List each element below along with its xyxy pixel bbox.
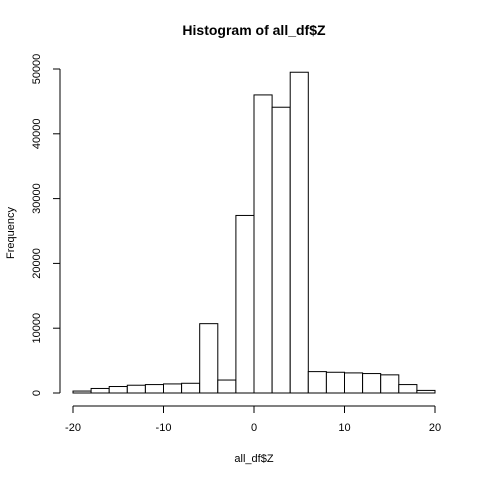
histogram-bar xyxy=(253,94,273,394)
y-axis: 0 10000 20000 30000 40000 50000 xyxy=(31,54,61,396)
x-axis: -20 -10 0 10 20 xyxy=(65,405,441,434)
histogram-bar xyxy=(380,374,400,394)
histogram-bar xyxy=(307,371,327,394)
y-tick-label: 50000 xyxy=(31,54,43,85)
y-tick-label: 20000 xyxy=(31,248,43,279)
histogram-bar xyxy=(90,387,110,394)
x-axis-label: all_df$Z xyxy=(234,453,273,465)
histogram-bar xyxy=(199,323,219,394)
histogram-bar xyxy=(217,379,237,394)
histogram-bar xyxy=(271,106,291,394)
histogram-bar xyxy=(144,384,164,394)
histogram-bar xyxy=(126,384,146,394)
histogram-bar xyxy=(398,384,418,394)
histogram-bar xyxy=(181,382,201,394)
histogram-bar xyxy=(163,383,183,394)
x-tick-label: -20 xyxy=(65,422,81,434)
y-axis-label: Frequency xyxy=(5,207,17,259)
histogram-bar xyxy=(72,390,92,394)
histogram-bar xyxy=(325,371,345,394)
x-tick-label: 0 xyxy=(251,422,257,434)
y-tick-label: 10000 xyxy=(31,313,43,344)
x-tick-label: 10 xyxy=(338,422,350,434)
histogram-bar xyxy=(344,372,364,394)
histogram-bar xyxy=(108,386,128,394)
bars xyxy=(72,71,436,394)
chart-title: Histogram of all_df$Z xyxy=(182,22,326,38)
histogram-bar xyxy=(416,389,436,394)
x-tick-label: 20 xyxy=(429,422,441,434)
x-tick-label: -10 xyxy=(156,422,172,434)
histogram-bar xyxy=(289,71,309,394)
y-tick-label: 0 xyxy=(31,390,43,396)
y-tick-label: 30000 xyxy=(31,183,43,214)
histogram-bar xyxy=(235,214,255,394)
y-tick-label: 40000 xyxy=(31,119,43,150)
histogram-bar xyxy=(362,373,382,394)
